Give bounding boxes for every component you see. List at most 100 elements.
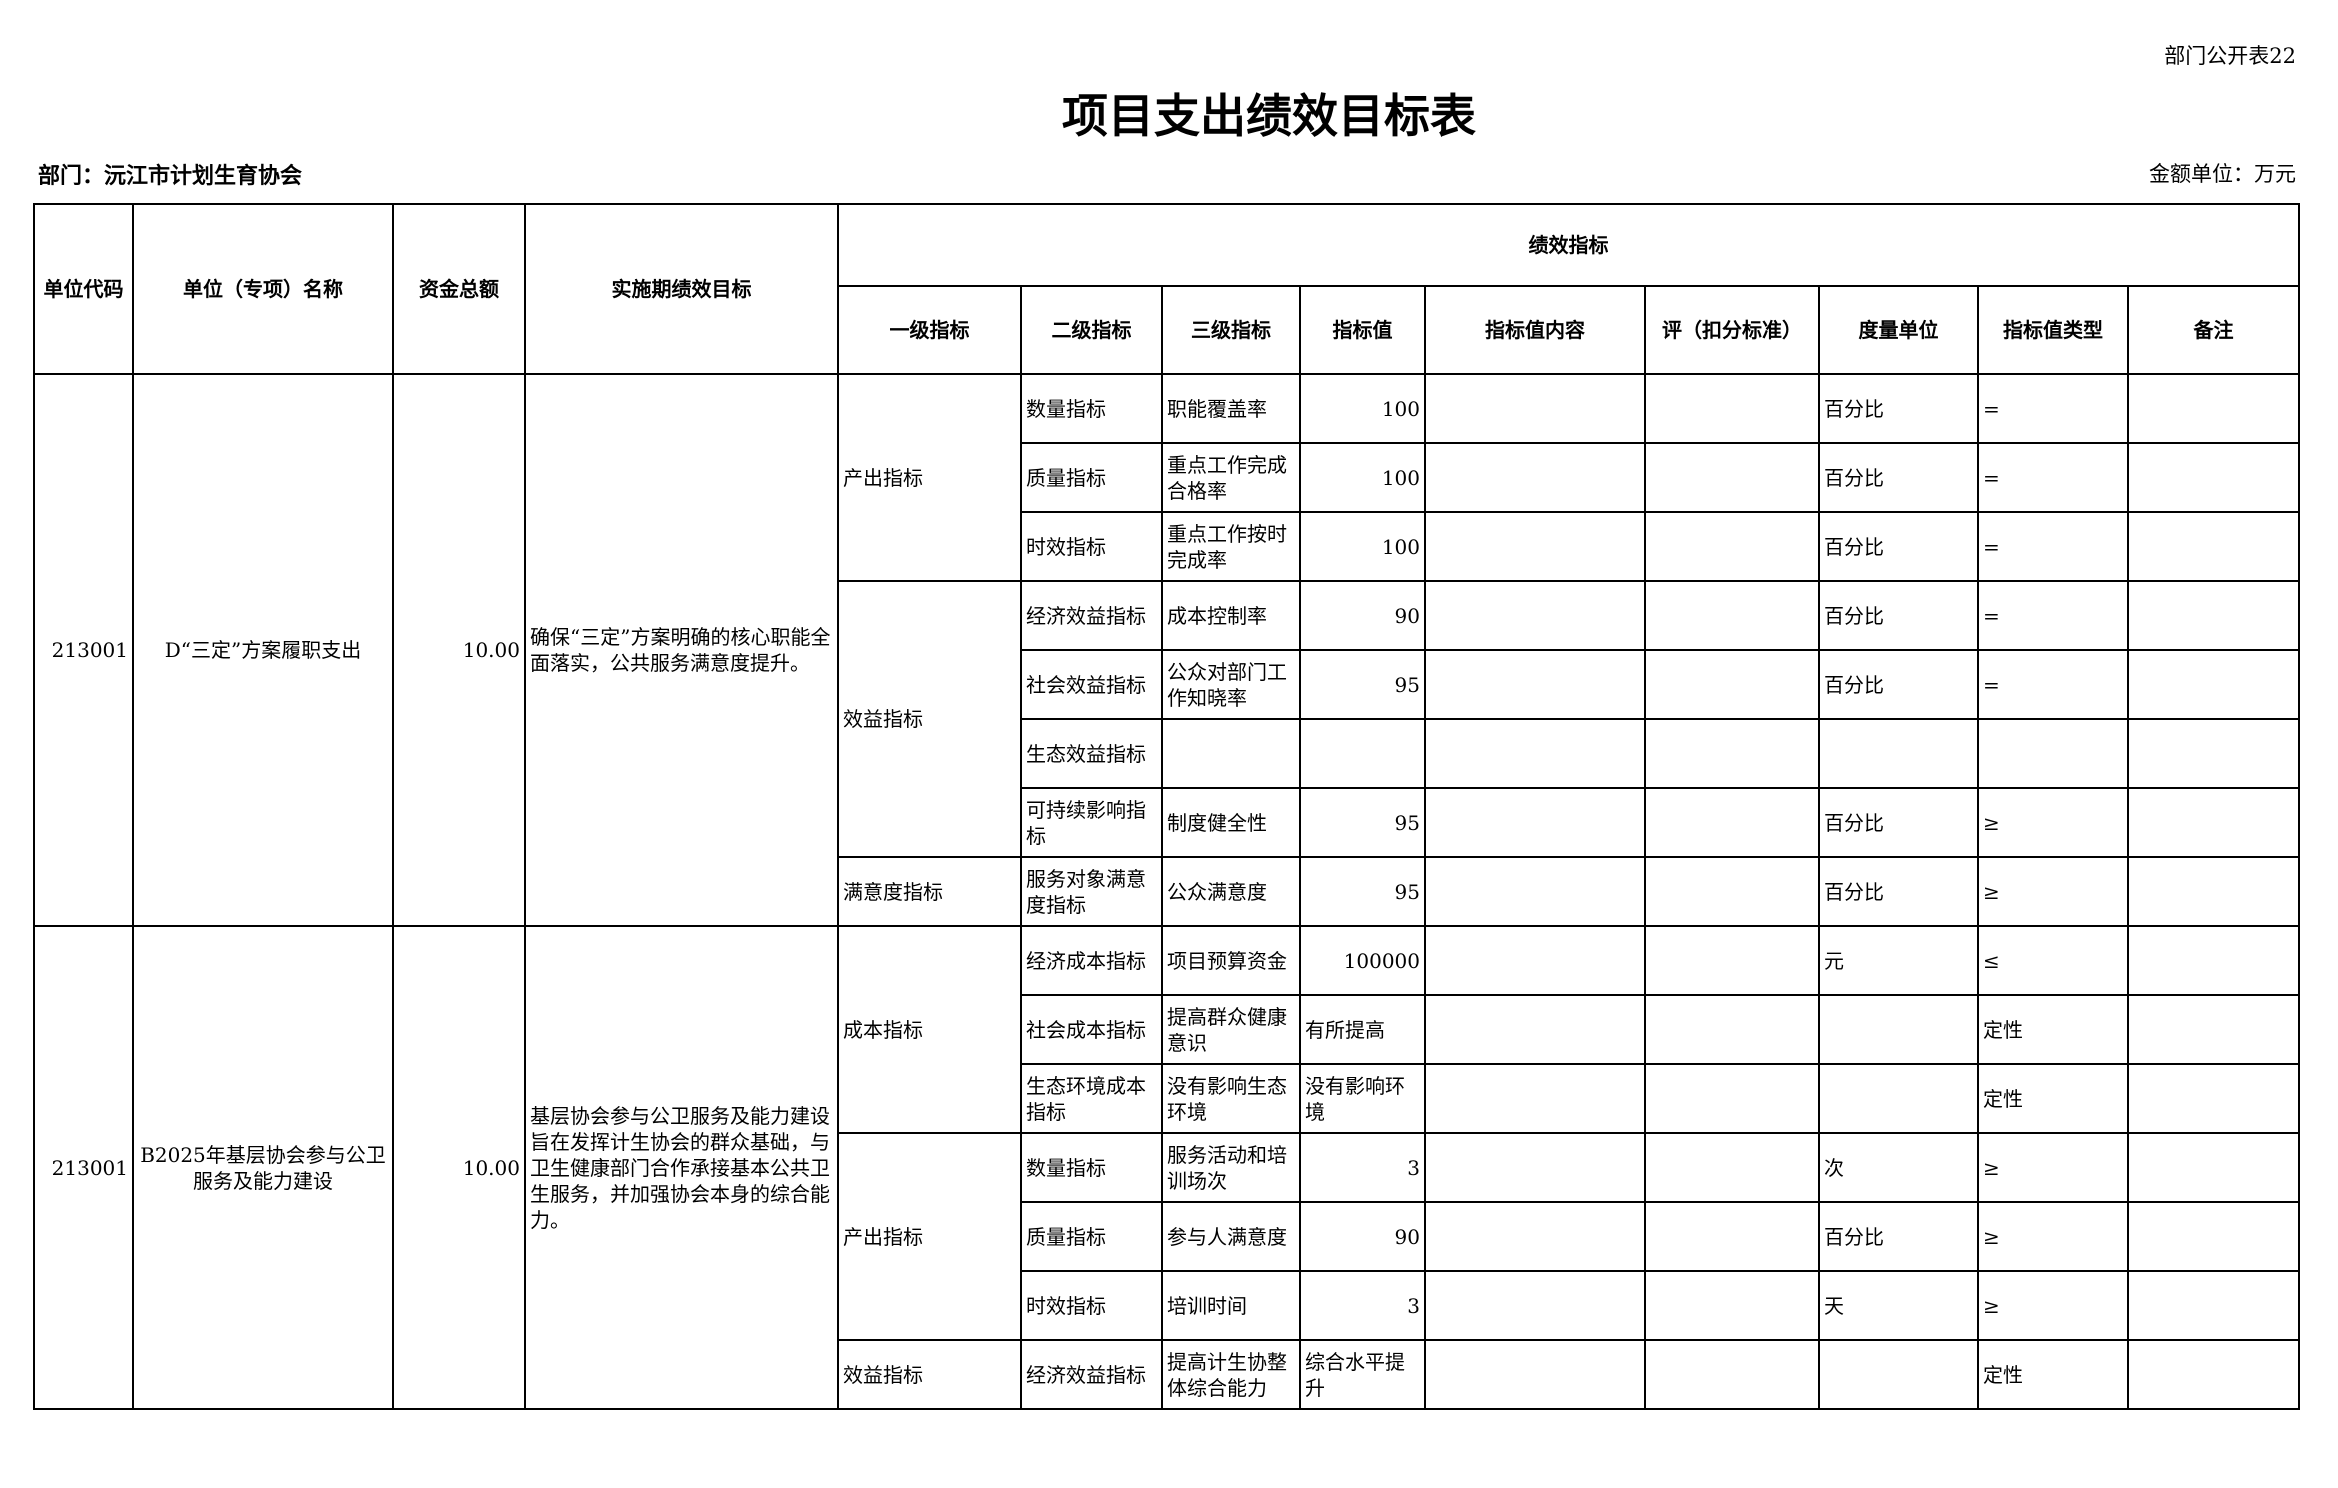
header-goal: 实施期绩效目标 xyxy=(524,203,839,375)
remark xyxy=(2127,856,2300,927)
level2-indicator: 质量指标 xyxy=(1020,1201,1163,1272)
value-type: = xyxy=(1977,580,2129,651)
scoring-standard xyxy=(1644,925,1820,996)
scoring-standard xyxy=(1644,511,1820,582)
remark xyxy=(2127,718,2300,789)
indicator-value-content xyxy=(1424,511,1646,582)
level2-indicator: 可持续影响指标 xyxy=(1020,787,1163,858)
level1-indicator: 成本指标 xyxy=(837,925,1022,1134)
header-remark: 备注 xyxy=(2127,285,2300,375)
indicator-value: 3 xyxy=(1299,1132,1426,1203)
table-row: 效益指标 经济效益指标 成本控制率 90 百分比 = xyxy=(34,580,2300,858)
performance-goal: 基层协会参与公卫服务及能力建设旨在发挥计生协会的群众基础，与卫生健康部门合作承接… xyxy=(524,925,839,1410)
indicator-value: 95 xyxy=(1299,649,1426,720)
table-row: 时效指标 培训时间 3 天 ≥ xyxy=(34,1270,2300,1341)
remark xyxy=(2127,1339,2300,1410)
level1-indicator: 效益指标 xyxy=(837,580,1022,858)
indicator-value: 100 xyxy=(1299,442,1426,513)
indicator-value: 综合水平提升 xyxy=(1299,1339,1426,1410)
level1-indicator: 产出指标 xyxy=(837,373,1022,582)
unit-code: 213001 xyxy=(33,373,134,927)
measure-unit xyxy=(1818,1339,1979,1410)
indicator-value: 100000 xyxy=(1299,925,1426,996)
level3-indicator: 职能覆盖率 xyxy=(1161,373,1301,444)
level2-indicator: 社会成本指标 xyxy=(1020,994,1163,1065)
indicator-value: 90 xyxy=(1299,1201,1426,1272)
level2-indicator: 数量指标 xyxy=(1020,1132,1163,1203)
remark xyxy=(2127,1270,2300,1341)
header-unit: 度量单位 xyxy=(1818,285,1979,375)
table-row: 时效指标 重点工作按时完成率 100 百分比 = xyxy=(34,511,2300,582)
level2-indicator: 生态效益指标 xyxy=(1020,718,1163,789)
header-value: 指标值 xyxy=(1299,285,1426,375)
indicator-value-content xyxy=(1424,1339,1646,1410)
indicator-value-content xyxy=(1424,580,1646,651)
indicator-value-content xyxy=(1424,1270,1646,1341)
table-row: 质量指标 参与人满意度 90 百分比 ≥ xyxy=(34,1201,2300,1272)
header-level2: 二级指标 xyxy=(1020,285,1163,375)
amount-unit-label: 金额单位：万元 xyxy=(2149,162,2296,186)
header-code: 单位代码 xyxy=(33,203,134,375)
header-level3: 三级指标 xyxy=(1161,285,1301,375)
indicator-value: 100 xyxy=(1299,511,1426,582)
level3-indicator: 参与人满意度 xyxy=(1161,1201,1301,1272)
value-type: ≥ xyxy=(1977,1132,2129,1203)
value-type: ≥ xyxy=(1977,787,2129,858)
scoring-standard xyxy=(1644,994,1820,1065)
level3-indicator xyxy=(1161,718,1301,789)
indicator-value: 95 xyxy=(1299,787,1426,858)
level2-indicator: 生态环境成本指标 xyxy=(1020,1063,1163,1134)
table-row: 生态环境成本指标 没有影响生态环境 没有影响环境 定性 xyxy=(34,1063,2300,1134)
remark xyxy=(2127,511,2300,582)
measure-unit: 百分比 xyxy=(1818,856,1979,927)
level3-indicator: 提高群众健康意识 xyxy=(1161,994,1301,1065)
level3-indicator: 公众对部门工作知晓率 xyxy=(1161,649,1301,720)
level3-indicator: 服务活动和培训场次 xyxy=(1161,1132,1301,1203)
level3-indicator: 公众满意度 xyxy=(1161,856,1301,927)
scoring-standard xyxy=(1644,649,1820,720)
indicator-value: 90 xyxy=(1299,580,1426,651)
level1-indicator: 产出指标 xyxy=(837,1132,1022,1341)
table-row: 213001 B2025年基层协会参与公卫服务及能力建设 10.00 基层协会参与公卫… xyxy=(33,925,2300,1410)
table-row: 产出指标 数量指标 服务活动和培训场次 3 次 ≥ xyxy=(34,1132,2300,1341)
value-type: 定性 xyxy=(1977,994,2129,1065)
remark xyxy=(2127,580,2300,651)
indicator-value-content xyxy=(1424,442,1646,513)
value-type: 定性 xyxy=(1977,1339,2129,1410)
header-name: 单位（专项）名称 xyxy=(132,203,394,375)
project-name: D“三定”方案履职支出 xyxy=(132,373,394,927)
value-type xyxy=(1977,718,2129,789)
header-performance: 绩效指标 xyxy=(837,203,2300,287)
remark xyxy=(2127,1063,2300,1134)
scoring-standard xyxy=(1644,856,1820,927)
level3-indicator: 成本控制率 xyxy=(1161,580,1301,651)
table-row: 社会成本指标 提高群众健康意识 有所提高 定性 xyxy=(34,994,2300,1065)
table-row: 213001 D“三定”方案履职支出 10.00 确保“三定”方案明确的核心职能全面落… xyxy=(33,373,2300,927)
measure-unit: 百分比 xyxy=(1818,649,1979,720)
project-name: B2025年基层协会参与公卫服务及能力建设 xyxy=(132,925,394,1410)
indicator-value-content xyxy=(1424,718,1646,789)
header-value-content: 指标值内容 xyxy=(1424,285,1646,375)
scoring-standard xyxy=(1644,1339,1820,1410)
level2-indicator: 时效指标 xyxy=(1020,511,1163,582)
fund-total: 10.00 xyxy=(392,373,526,927)
header-total: 资金总额 xyxy=(392,203,526,375)
value-type: 定性 xyxy=(1977,1063,2129,1134)
value-type: ≥ xyxy=(1977,856,2129,927)
level3-indicator: 没有影响生态环境 xyxy=(1161,1063,1301,1134)
indicator-value-content xyxy=(1424,1063,1646,1134)
table-row: 效益指标 经济效益指标 提高计生协整体综合能力 综合水平提升 定性 xyxy=(34,1339,2300,1410)
measure-unit xyxy=(1818,994,1979,1065)
indicator-value: 没有影响环境 xyxy=(1299,1063,1426,1134)
value-type: ≤ xyxy=(1977,925,2129,996)
form-number: 部门公开表22 xyxy=(2164,44,2296,68)
indicator-value: 100 xyxy=(1299,373,1426,444)
measure-unit xyxy=(1818,718,1979,789)
unit-code: 213001 xyxy=(33,925,134,1410)
level3-indicator: 项目预算资金 xyxy=(1161,925,1301,996)
value-type: = xyxy=(1977,649,2129,720)
level2-indicator: 服务对象满意度指标 xyxy=(1020,856,1163,927)
scoring-standard xyxy=(1644,1201,1820,1272)
indicator-value: 95 xyxy=(1299,856,1426,927)
scoring-standard xyxy=(1644,1063,1820,1134)
